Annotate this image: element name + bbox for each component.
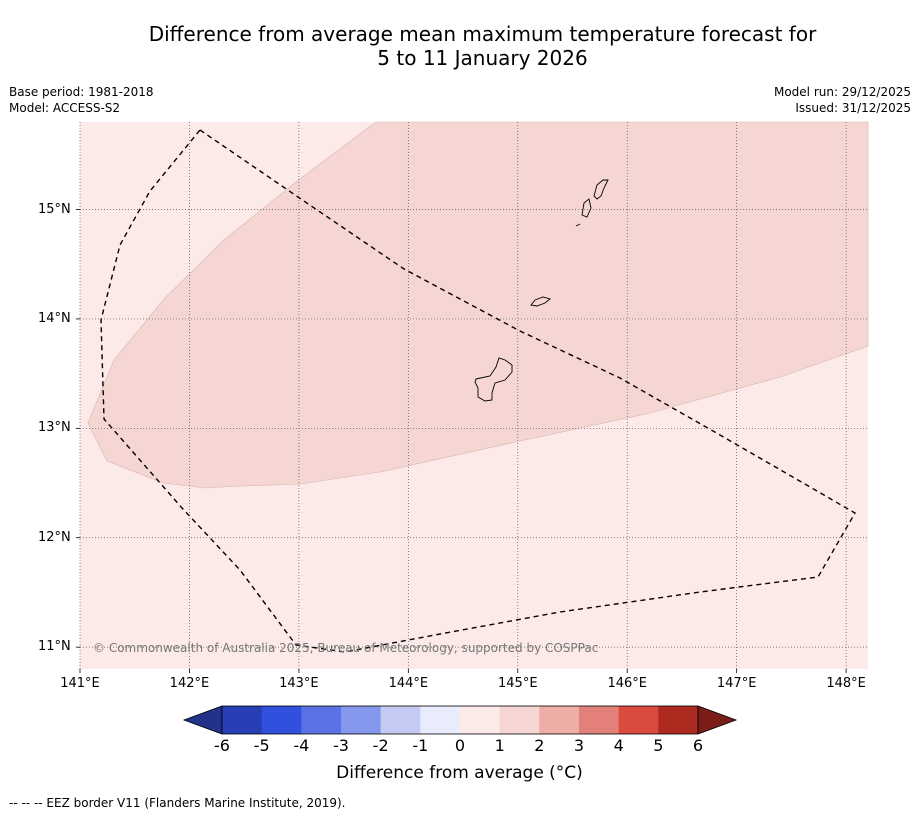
chart-title: Difference from average mean maximum tem… [0, 22, 919, 70]
gridlines [79, 122, 868, 669]
colorbar [182, 705, 738, 735]
colorbar-segment [301, 706, 342, 734]
colorbar-segment [539, 706, 580, 734]
colorbar-tick-label: -1 [412, 736, 429, 755]
colorbar-tick-label: -6 [214, 736, 230, 755]
guam-island [474, 357, 513, 402]
eez-legend-note: -- -- -- EEZ border V11 (Flanders Marine… [9, 796, 346, 810]
copyright-notice: © Commonwealth of Australia 2025, Bureau… [93, 641, 599, 655]
colorbar-segment [460, 706, 501, 734]
lon-label-144: 144°E [388, 676, 429, 691]
colorbar-tick-label: 2 [534, 736, 545, 755]
rota-island [530, 296, 551, 307]
lon-label-148: 148°E [826, 676, 866, 691]
colorbar-segment [261, 706, 302, 734]
tinian-island [581, 198, 592, 218]
axis-ticks [76, 209, 847, 673]
lat-label-15: 15°N [38, 201, 71, 217]
colorbar-segment [579, 706, 620, 734]
eez-border [100, 129, 856, 653]
colorbar-outline [221, 705, 699, 735]
lat-label-12: 12°N [38, 529, 71, 545]
saipan-island [593, 179, 609, 200]
colorbar-tick-label: -2 [372, 736, 389, 755]
chart-title-line1: Difference from average mean maximum tem… [148, 22, 817, 46]
chart-title-line2: 5 to 11 January 2026 [377, 46, 588, 70]
colorbar-tick-label: 1 [494, 736, 505, 755]
meta-left: Base period: 1981-2018 Model: ACCESS-S2 [9, 84, 154, 116]
colorbar-tick-label: -4 [293, 736, 310, 755]
colorbar-segment [341, 706, 382, 734]
colorbar-extend-high [697, 705, 738, 735]
colorbar-tick-label: 4 [613, 736, 624, 755]
model-run: Model run: 29/12/2025 [773, 85, 911, 99]
colorbar-segment [658, 706, 699, 734]
colorbar-tick-label: 3 [573, 736, 585, 755]
lon-label-147: 147°E [716, 676, 757, 691]
lon-label-146: 146°E [607, 676, 647, 691]
lon-label-145: 145°E [498, 676, 538, 691]
lat-label-14: 14°N [38, 310, 71, 326]
colorbar-segment [618, 706, 659, 734]
colorbar-segment [420, 706, 461, 734]
colorbar-tick-label: 6 [692, 736, 704, 755]
lon-label-141: 141°E [60, 676, 100, 691]
anomaly-band-1-to-2 [87, 121, 869, 489]
colorbar-tick-label: 0 [454, 736, 466, 755]
colorbar-label: Difference from average (°C) [336, 763, 583, 783]
colorbar-segment [499, 706, 540, 734]
base-period: Base period: 1981-2018 [9, 85, 154, 99]
lat-label-11: 11°N [38, 639, 71, 655]
meta-right: Model run: 29/12/2025 Issued: 31/12/2025 [774, 84, 911, 116]
lon-label-143: 143°E [279, 676, 319, 691]
colorbar-tick-label: -5 [253, 736, 270, 755]
aguijan-island [575, 223, 581, 227]
colorbar-ticks: -6 -5 -4 -3 -2 -1 0 1 2 3 4 5 6 [0, 736, 919, 758]
issued-date: Issued: 31/12/2025 [795, 101, 911, 115]
colorbar-tick-label: 5 [653, 736, 664, 755]
lon-label-142: 142°E [169, 676, 210, 691]
colorbar-tick-label: -3 [333, 736, 349, 755]
lat-label-13: 13°N [38, 420, 71, 436]
colorbar-segment [380, 706, 421, 734]
colorbar-segment [222, 706, 263, 734]
colorbar-extend-low [182, 705, 223, 735]
model-name: Model: ACCESS-S2 [9, 101, 121, 115]
